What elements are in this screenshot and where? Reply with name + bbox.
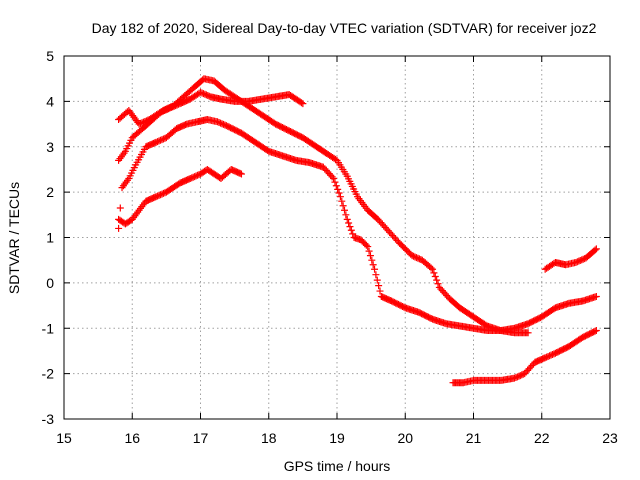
data-point (298, 99, 306, 107)
x-tick-label: 22 (534, 430, 550, 446)
data-point (373, 276, 381, 284)
y-tick-label: -1 (42, 320, 55, 336)
data-point (342, 211, 350, 219)
x-tick-label: 16 (124, 430, 140, 446)
x-tick-label: 20 (397, 430, 413, 446)
data-point (364, 243, 372, 251)
data-point (592, 327, 600, 335)
data-point (334, 185, 342, 193)
data-point (331, 178, 339, 186)
y-tick-label: 4 (46, 93, 54, 109)
plot-frame (63, 55, 611, 420)
data-point (343, 215, 351, 223)
data-point (429, 265, 437, 273)
data-point (591, 246, 599, 254)
data-marks (115, 75, 600, 387)
grid (64, 56, 610, 419)
data-point (430, 269, 438, 277)
y-tick-label: 0 (46, 275, 54, 291)
x-tick-label: 17 (193, 430, 209, 446)
data-point (335, 189, 343, 197)
data-point (341, 206, 349, 214)
data-point (115, 224, 123, 232)
y-tick-label: 2 (46, 184, 54, 200)
y-tick-label: -2 (42, 366, 55, 382)
data-point (339, 202, 347, 210)
x-tick-label: 21 (466, 430, 482, 446)
data-point (431, 273, 439, 281)
data-point (366, 252, 374, 260)
data-point (365, 247, 373, 255)
data-point (369, 261, 377, 269)
y-tick-label: -3 (42, 411, 55, 427)
data-point (347, 226, 355, 234)
data-point (376, 287, 384, 295)
data-point (434, 280, 442, 288)
x-tick-label: 23 (602, 430, 618, 446)
x-tick-label: 19 (329, 430, 345, 446)
data-point (116, 204, 124, 212)
series-track-5 (449, 327, 600, 387)
data-point (524, 329, 532, 337)
series-track-1 (115, 165, 245, 228)
chart-title: Day 182 of 2020, Sidereal Day-to-day VTE… (92, 20, 597, 36)
data-point (371, 265, 379, 273)
data-point (328, 173, 336, 181)
data-point (362, 241, 370, 249)
data-point (433, 276, 441, 284)
y-tick-label: 1 (46, 230, 54, 246)
data-point (368, 256, 376, 264)
data-point (336, 193, 344, 201)
data-point (375, 282, 383, 290)
series-track-2 (115, 116, 600, 335)
data-point (338, 197, 346, 205)
data-point (592, 292, 600, 300)
series-track-4 (115, 75, 532, 337)
data-point (237, 170, 245, 178)
x-axis-label: GPS time / hours (284, 458, 391, 474)
data-point (592, 245, 600, 253)
series-track-6 (541, 245, 600, 273)
data-point (427, 264, 435, 272)
data-point (591, 327, 599, 335)
y-tick-label: 5 (46, 48, 54, 64)
y-axis-label: SDTVAR / TECUs (6, 182, 22, 294)
data-point (330, 175, 338, 183)
data-point (349, 230, 357, 238)
data-point (332, 182, 340, 190)
data-point (372, 271, 380, 279)
x-tick-label: 15 (56, 430, 72, 446)
data-point (299, 100, 307, 108)
data-point (346, 223, 354, 231)
x-tick-label: 18 (261, 430, 277, 446)
y-tick-label: 3 (46, 139, 54, 155)
data-point (345, 219, 353, 227)
